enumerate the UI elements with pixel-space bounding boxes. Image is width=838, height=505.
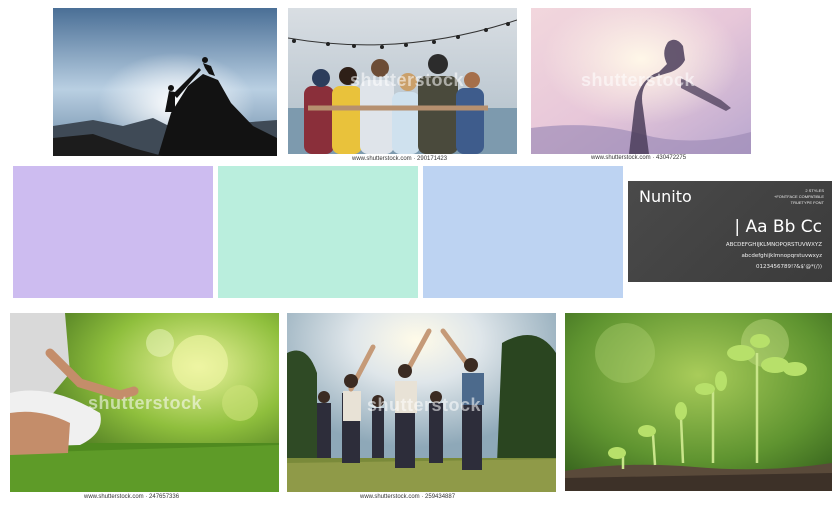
image-caption: www.shutterstock.com · 247657336 — [84, 494, 180, 500]
font-name: Nunito — [639, 187, 692, 206]
climbers-silhouette-image — [53, 8, 277, 156]
font-lowercase: abcdefghijklmnopqrstuvwxyz — [741, 253, 822, 259]
font-digits: 0123456789!?&$'@*(/)) — [756, 264, 822, 270]
font-meta: 2 STYLES +FONTFACE COMPATIBLE TRUETYPE F… — [774, 188, 824, 205]
image-caption: www.shutterstock.com · 430472275 — [591, 155, 687, 161]
image-caption: www.shutterstock.com · 290171423 — [352, 156, 448, 162]
watermark-text: shutterstock — [367, 395, 482, 415]
watermark-text: shutterstock — [88, 393, 203, 413]
color-swatch-periwinkle — [423, 166, 623, 298]
woman-sunset-image: shutterstock — [531, 8, 751, 154]
circle-friends-image: shutterstock — [287, 313, 556, 492]
font-specimen-card: Nunito 2 STYLES +FONTFACE COMPATIBLE TRU… — [628, 181, 832, 282]
watermark-text: shutterstock — [350, 70, 465, 90]
group-hug-image: shutterstock — [288, 8, 517, 154]
image-caption: www.shutterstock.com · 259434887 — [360, 494, 456, 500]
seedlings-image — [565, 313, 832, 491]
watermark-text: shutterstock — [581, 70, 696, 90]
font-sample: | Aa Bb Cc — [734, 217, 822, 237]
color-swatch-lavender — [13, 166, 213, 298]
meditation-image: shutterstock — [10, 313, 279, 492]
color-swatch-mint — [218, 166, 418, 298]
font-uppercase: ABCDEFGHIJKLMNOPQRSTUVWXYZ — [725, 242, 822, 248]
